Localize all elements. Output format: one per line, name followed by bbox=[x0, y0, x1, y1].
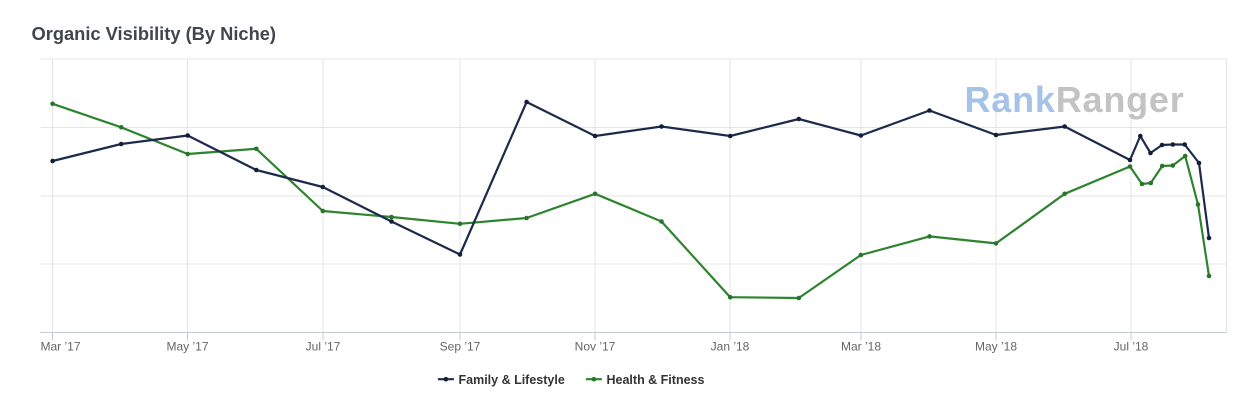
svg-text:May ’18: May ’18 bbox=[975, 340, 1017, 354]
svg-text:RankRanger: RankRanger bbox=[965, 79, 1185, 120]
svg-text:Sep ’17: Sep ’17 bbox=[440, 340, 481, 354]
svg-text:Family & Lifestyle: Family & Lifestyle bbox=[459, 373, 565, 387]
svg-text:Mar ’17: Mar ’17 bbox=[41, 340, 81, 354]
svg-text:Health & Fitness: Health & Fitness bbox=[607, 373, 705, 387]
svg-text:Nov ’17: Nov ’17 bbox=[575, 340, 616, 354]
svg-text:Jul ’17: Jul ’17 bbox=[306, 340, 341, 354]
svg-text:Jan ’18: Jan ’18 bbox=[711, 340, 750, 354]
svg-text:Jul ’18: Jul ’18 bbox=[1114, 340, 1149, 354]
svg-text:Organic Visibility (By Niche): Organic Visibility (By Niche) bbox=[32, 23, 277, 44]
svg-text:May ’17: May ’17 bbox=[166, 340, 208, 354]
svg-text:Mar ’18: Mar ’18 bbox=[841, 340, 881, 354]
